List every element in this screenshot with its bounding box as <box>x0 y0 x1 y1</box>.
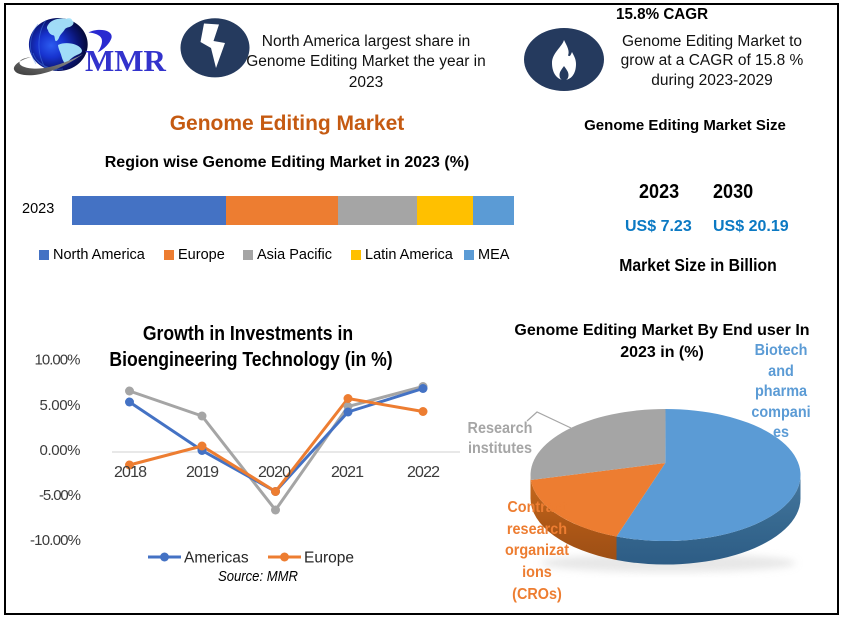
svg-text:2020: 2020 <box>258 464 291 481</box>
svg-text:0.00%: 0.00% <box>40 442 81 459</box>
svg-text:-10.00%: -10.00% <box>30 532 81 549</box>
svg-text:2022: 2022 <box>407 464 440 481</box>
svg-text:Source: MMR: Source: MMR <box>218 569 298 585</box>
svg-text:2018: 2018 <box>114 464 147 481</box>
svg-text:MMR: MMR <box>85 43 167 78</box>
svg-text:2019: 2019 <box>186 464 219 481</box>
svg-text:Europe: Europe <box>304 550 354 567</box>
svg-text:5.00%: 5.00% <box>40 397 81 414</box>
svg-text:10.00%: 10.00% <box>35 352 81 369</box>
svg-text:Americas: Americas <box>184 550 249 567</box>
svg-text:2021: 2021 <box>331 464 364 481</box>
svg-text:-5.00%: -5.00% <box>39 487 81 504</box>
